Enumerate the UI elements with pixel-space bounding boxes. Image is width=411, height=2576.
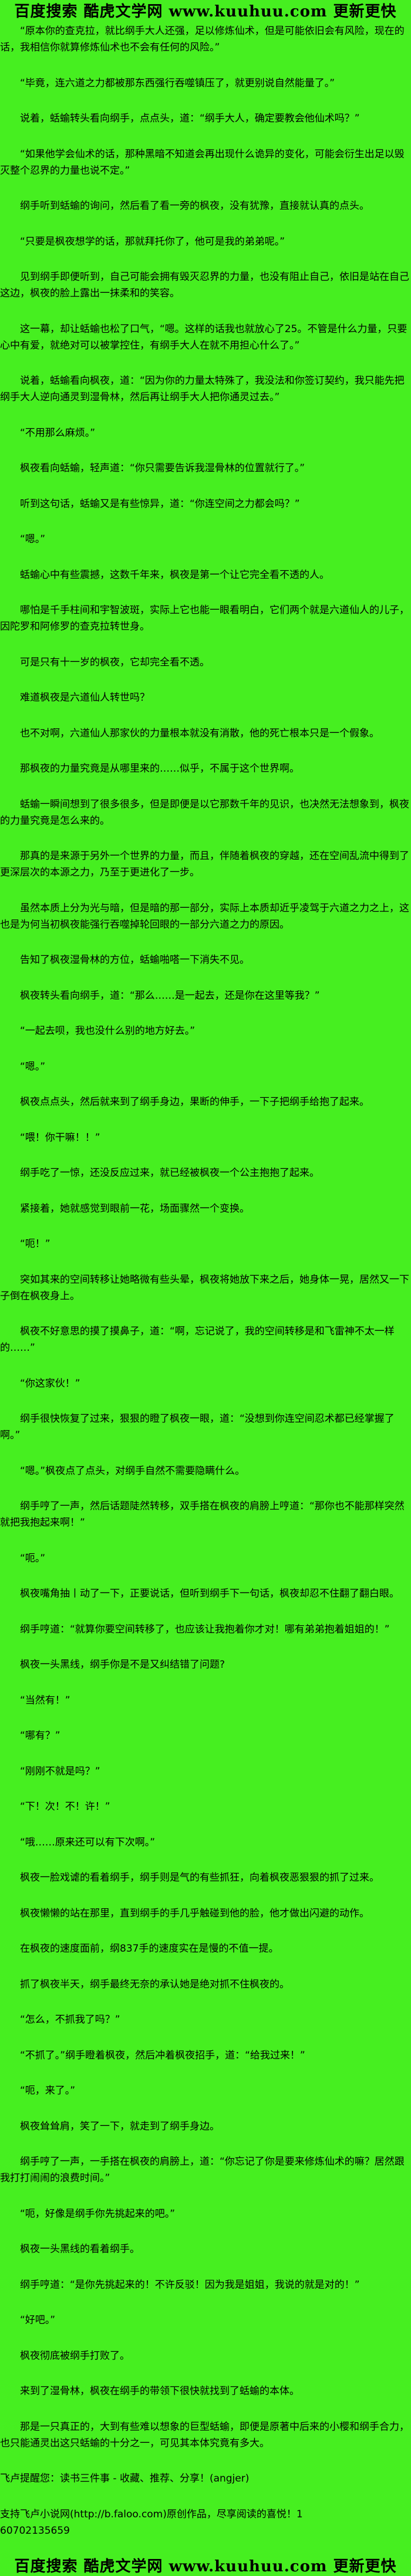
novel-paragraph: “下！次！不！许！” [20,1801,110,1813]
novel-paragraph: “怎么，不抓我了吗？” [20,2014,120,2026]
novel-paragraph: 告知了枫夜湿骨林的方位，蛞蝓啪嗒一下消失不见。 [20,954,250,966]
novel-paragraph: 枫夜嘴角抽丨动了一下，正要说话，但听到纲手下一句话，枫夜却忍不住翻了翻白眼。 [20,1588,399,1600]
novel-paragraph: “你这家伙！” [20,1377,80,1390]
novel-paragraph: 说着，蛞蝓转头看向纲手，点点头，道：“纲手大人，确定要教会他仙术吗？” [20,113,360,124]
novel-paragraph: 蛞蝓心中有些震撼，这数千年来，枫夜是第一个让它完全看不透的人。 [20,569,329,581]
novel-paragraph: “好吧。” [20,2314,56,2326]
novel-paragraph: “只要是枫夜想学的话，那就拜托你了，他可是我的弟弟呢。” [20,235,285,248]
novel-paragraph: 难道枫夜是六道仙人转世吗？ [20,692,150,704]
novel-paragraph: “一起去呗，我也没什么别的地方好去。” [20,1025,196,1037]
novel-paragraph: “不抓了。”纲手瞪着枫夜，然后冲着枫夜招手，道：“给我过来！” [20,2049,305,2061]
novel-paragraph: “哪有？” [20,1730,60,1742]
novel-paragraph: 枫夜转头看向纲手，道：“那么……是一起去，还是你在这里等我？” [20,989,320,1002]
novel-paragraph: 纲手哼道：“是你先挑起来的！不许反驳！因为我是姐姐，我说的就是对的！” [20,2278,360,2291]
novel-paragraph: 也不对啊，六道仙人那家伙的力量根本就没有消散，他的死亡根本只是一个假象。 [20,727,379,739]
novel-paragraph: 支持飞卢小说网(http://b.faloo.com)原创作品，尽享阅读的喜悦！… [0,2508,303,2537]
novel-paragraph: 枫夜一头黑线，纲手你是不是又纠结错了问题? [20,1659,225,1671]
novel-paragraph: 枫夜耸耸肩，笑了一下，就走到了纲手身边。 [20,2120,220,2132]
novel-paragraph: “不用那么麻烦。” [20,427,96,439]
novel-paragraph: 枫夜不好意思的摸了摸鼻子，道：“啊，忘记说了，我的空间转移是和飞雷神不太一样的…… [0,1326,395,1354]
novel-paragraph: 说着，蛞蝓看向枫夜，道：“因为你的力量太特殊了，我没法和你签订契约，我只能先把纲… [0,375,405,403]
novel-paragraph: 那枫夜的力量究竟是从哪里来的……似乎，不属于这个世界啊。 [20,763,299,775]
novel-body: “原本你的查克拉，就比纲手大人还强，足以修炼仙术，但是可能依旧会有风险，现在的话… [0,21,411,2539]
novel-paragraph: “呃！” [20,1238,50,1250]
novel-paragraph: 枫夜彻底被纲手打败了。 [20,2349,130,2362]
novel-paragraph: “喂！你干嘛！！” [20,1131,100,1144]
novel-paragraph: “毕竟，连六道之力都被那东西强行吞噬镇压了，就更别说自然能量了。” [20,77,335,89]
novel-paragraph: 枫夜一头黑线的看着纲手。 [20,2243,140,2255]
novel-paragraph: “呃，来了。” [20,2085,76,2097]
novel-paragraph: 听到这句话，蛞蝓又是有些惊异，道：“你连空间之力都会吗？” [20,498,300,510]
novel-paragraph: 来到了湿骨林，枫夜在纲手的带领下很快就找到了蛞蝓的本体。 [20,2385,299,2397]
novel-paragraph: 纲手很快恢复了过来，狠狠的瞪了枫夜一眼，道：“没想到你连空间忍术都已经掌握了啊。… [0,1413,395,1441]
novel-paragraph: 枫夜一脸戏谑的看着纲手，纲手则是气的有些抓狂，向着枫夜恶狠狠的抓了过来。 [20,1872,379,1884]
novel-paragraph: “呃，好像是纲手你先挑起来的吧。” [20,2207,176,2220]
novel-paragraph: “当然有！” [20,1694,70,1706]
novel-paragraph: “刚刚不就是吗？” [20,1765,100,1777]
novel-paragraph: “如果他学会仙术的话，那种黑暗不知道会再出现什么诡异的变化，可能会衍生出足以毁灭… [0,148,405,177]
novel-paragraph: 哪怕是千手柱间和宇智波斑，实际上它也能一眼看明白，它们两个就是六道仙人的儿子，因… [0,604,409,633]
novel-paragraph: 那是一只真正的，大到有些难以想象的巨型蛞蝓，即便是原著中后来的小樱和纲手合力，也… [0,2421,409,2449]
novel-paragraph: 那真的是来源于另外一个世界的力量，而且，伴随着枫夜的穿越，还在空间乱流中得到了更… [0,850,409,878]
novel-paragraph: 枫夜懒懒的站在那里，直到纲手的手几乎触碰到他的脸，他才做出闪避的动作。 [20,1907,369,1919]
novel-paragraph: 突如其来的空间转移让她略微有些头晕，枫夜将她放下来之后，她身体一晃，居然又一下子… [0,1273,409,1302]
header-banner[interactable]: 百度搜索 酷虎文学网 www.kuuhuu.com 更新更快 [14,3,397,21]
novel-paragraph: “嗯。” [20,533,46,545]
novel-paragraph: “嗯。” [20,1060,46,1073]
novel-paragraph: 纲手哼道：“就算你要空间转移了，也应该让我抱着你才对！哪有弟弟抱着姐姐的！” [20,1623,390,1635]
novel-paragraph: 这一幕，却让蛞蝓也松了口气，“嗯。这样的话我也就放心了25。不管是什么力量，只要… [0,323,407,351]
novel-paragraph: “原本你的查克拉，就比纲手大人还强，足以修炼仙术，但是可能依旧会有风险，现在的话… [0,25,405,53]
novel-paragraph: 蛞蝓一瞬间想到了很多很多，但是即便是以它那数千年的见识，也决然无法想象到，枫夜的… [0,798,409,827]
novel-paragraph: 纲手哼了一声，一手搭在枫夜的肩膀上，道：“你忘记了你是要来修炼仙术的嘛？居然跟我… [0,2156,405,2184]
novel-paragraph: “呃。” [20,1552,46,1564]
novel-paragraph: 抓了枫夜半天，纲手最终无奈的承认她是绝对抓不住枫夜的。 [20,1978,289,1990]
footer-banner[interactable]: 百度搜索 酷虎文学网 www.kuuhuu.com 更新更快 [14,2558,397,2575]
novel-paragraph: 飞卢提醒您：读书三件事 - 收藏、推荐、分享！(angjer) [0,2473,250,2484]
novel-paragraph: 虽然本质上分为光与暗，但是暗的那一部分，实际上本质却近乎凌驾于六道之力之上，这也… [0,902,409,931]
novel-paragraph: 纲手听到蛞蝓的询问，然后看了看一旁的枫夜，没有犹豫，直接就认真的点头。 [20,200,369,212]
novel-paragraph: “哦……原来还可以有下次啊。” [20,1836,156,1848]
novel-paragraph: 在枫夜的速度面前，纲837手的速度实在是慢的不值一提。 [20,1943,279,1955]
novel-paragraph: 见到纲手即便听到，自己可能会拥有毁灭忍界的力量，也没有阻止自己，依旧是站在自己这… [0,271,409,299]
novel-paragraph: 纲手吃了一惊，还没反应过来，就已经被枫夜一个公主抱抱了起来。 [20,1167,319,1179]
novel-paragraph: 可是只有十一岁的枫夜，它却完全看不透。 [20,656,210,668]
novel-paragraph: 紧接着，她就感觉到眼前一花，场面骤然一个变换。 [20,1202,250,1215]
novel-paragraph: 枫夜看向蛞蝓，轻声道：“你只需要告诉我湿骨林的位置就行了。” [20,462,305,474]
novel-paragraph: 纲手哼了一声，然后话题陡然转移，双手搭在枫夜的肩膀上哼道：“那你也不能那样突然就… [0,1500,405,1529]
novel-paragraph: “嗯。”枫夜点了点头，对纲手自然不需要隐瞒什么。 [20,1465,245,1477]
novel-paragraph: 枫夜点点头，然后就来到了纲手身边，果断的伸手，一下子把纲手给抱了起来。 [20,1096,369,1108]
